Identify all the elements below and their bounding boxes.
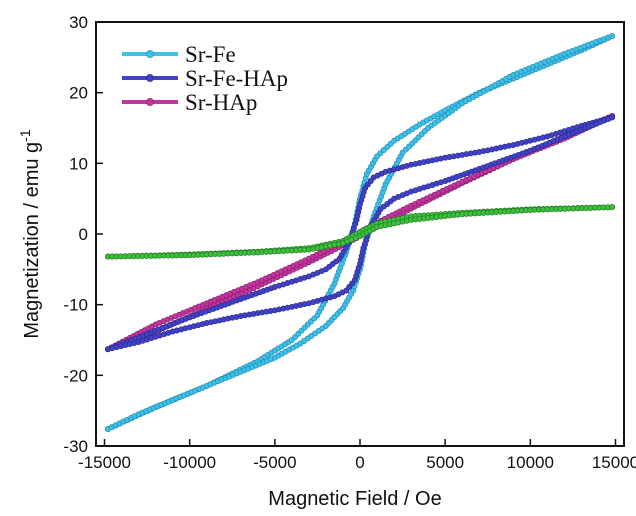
y-tick-label: 10 [69, 154, 88, 173]
legend-marker [146, 50, 154, 58]
y-tick-label: 0 [79, 225, 88, 244]
x-tick-label: 10000 [507, 453, 554, 472]
y-axis-title-superscript: -1 [17, 129, 33, 142]
x-tick-label: 0 [355, 453, 364, 472]
legend-label: Sr-Fe [185, 42, 236, 67]
legend-label: Sr-Fe-HAp [185, 66, 288, 91]
y-axis-title-main: Magnetization / emu g [21, 142, 43, 339]
legend-marker [146, 98, 154, 106]
series-unlabeled-green [104, 204, 616, 260]
series-layer [104, 33, 616, 432]
x-tick-label: -15000 [78, 453, 131, 472]
y-tick-label: -20 [63, 366, 88, 385]
y-tick-label: 20 [69, 84, 88, 103]
legend-marker [146, 74, 154, 82]
y-tick-label: -30 [63, 437, 88, 456]
x-tick-label: 5000 [426, 453, 464, 472]
x-tick-label: -5000 [253, 453, 296, 472]
data-point [609, 33, 616, 40]
y-tick-label: -10 [63, 296, 88, 315]
y-tick-label: 30 [69, 13, 88, 32]
ticks-layer: -15000 -10000 -5000 0 5000 10000 15000 -30 -20 -1… [63, 13, 636, 472]
x-axis-title: Magnetic Field / Oe [268, 488, 441, 510]
data-point [609, 204, 616, 211]
x-tick-label: -10000 [163, 453, 216, 472]
y-axis-title: Magnetization / emu g-1 [17, 129, 43, 338]
x-tick-label: 15000 [592, 453, 636, 472]
data-point [609, 114, 616, 121]
series-sr-fe-hap [104, 114, 616, 353]
legend-label: Sr-HAp [185, 90, 257, 115]
